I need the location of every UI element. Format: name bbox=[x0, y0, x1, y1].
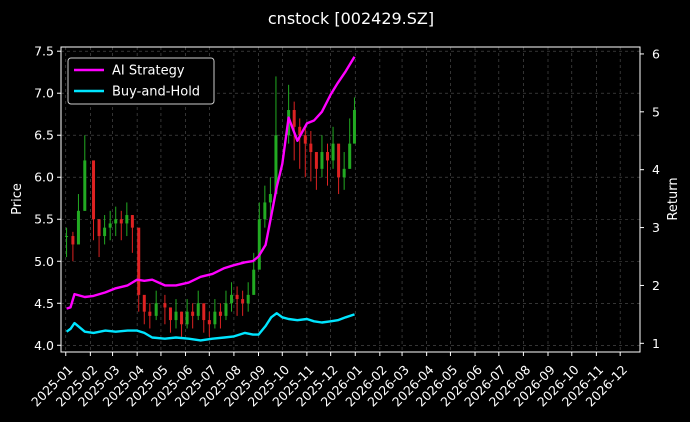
candle-body bbox=[154, 303, 158, 316]
y-tick-label-right: 4 bbox=[652, 162, 660, 177]
y-tick-label-left: 4.0 bbox=[34, 338, 54, 353]
y-tick-label-left: 5.5 bbox=[34, 212, 54, 227]
candle-body bbox=[125, 215, 129, 224]
candle-body bbox=[185, 311, 189, 325]
candle-body bbox=[76, 210, 80, 245]
candle-body bbox=[71, 236, 75, 245]
y-tick-label-right: 5 bbox=[652, 104, 660, 119]
candle-body bbox=[314, 152, 318, 169]
left-axis: 4.0 4.5 5.0 5.5 6.0 6.5 7.0 7.5 bbox=[34, 44, 61, 353]
y-tick-label-right: 3 bbox=[652, 220, 660, 235]
candle-body bbox=[246, 294, 250, 304]
candle-body bbox=[268, 194, 272, 203]
y-tick-label-left: 6.0 bbox=[34, 170, 54, 185]
candle-body bbox=[92, 160, 96, 220]
candle-body bbox=[342, 168, 346, 178]
candle-body bbox=[202, 303, 206, 321]
candlesticks bbox=[65, 76, 356, 337]
candle-body bbox=[213, 311, 217, 325]
candle-body bbox=[298, 126, 302, 136]
candle-body bbox=[130, 215, 134, 228]
y-axis-label-price: Price bbox=[10, 183, 25, 215]
candle-body bbox=[241, 299, 245, 304]
y-tick-label-left: 7.0 bbox=[34, 86, 54, 101]
candle-body bbox=[148, 311, 152, 316]
y-tick-label-right: 2 bbox=[652, 278, 660, 293]
candle-body bbox=[83, 160, 87, 211]
legend-box bbox=[67, 57, 215, 105]
candle-body bbox=[163, 303, 167, 308]
candle-body bbox=[348, 143, 352, 169]
candle-body bbox=[230, 294, 234, 304]
grid bbox=[61, 47, 640, 352]
candle-body bbox=[337, 143, 341, 178]
candle-body bbox=[252, 269, 256, 295]
candle-body bbox=[292, 110, 296, 127]
candle-body bbox=[191, 311, 195, 316]
candle-body bbox=[274, 135, 278, 195]
candle-body bbox=[108, 223, 112, 228]
right-axis: 1 2 3 4 5 6 bbox=[640, 46, 660, 351]
legend: AI Strategy Buy-and-Hold bbox=[67, 57, 215, 105]
candle-body bbox=[180, 311, 184, 325]
y-tick-label-left: 4.5 bbox=[34, 296, 54, 311]
candle-body bbox=[114, 219, 118, 224]
y-axis-label-return: Return bbox=[666, 177, 681, 220]
plot-frame bbox=[60, 46, 641, 353]
candle-body bbox=[303, 135, 307, 144]
candle-body bbox=[352, 110, 356, 144]
chart-title: cnstock [002429.SZ] bbox=[268, 9, 434, 28]
candle-body bbox=[65, 236, 69, 238]
candle-body bbox=[207, 320, 211, 325]
candle-body bbox=[235, 294, 239, 300]
legend-label-ai-strategy: AI Strategy bbox=[112, 64, 185, 79]
candle-body bbox=[325, 152, 329, 161]
candle-body bbox=[257, 219, 261, 270]
candle-body bbox=[263, 202, 267, 220]
buy-and-hold-line bbox=[65, 312, 355, 342]
legend-label-buy-and-hold: Buy-and-Hold bbox=[112, 85, 200, 100]
candle-body bbox=[320, 152, 324, 169]
ai-strategy-line bbox=[66, 56, 356, 310]
candle-body bbox=[142, 294, 146, 312]
candle-body bbox=[103, 227, 107, 237]
candle-body bbox=[224, 303, 228, 316]
strategy-lines bbox=[65, 56, 356, 342]
candle-body bbox=[331, 143, 335, 161]
candle-body bbox=[218, 311, 222, 316]
y-tick-label-left: 6.5 bbox=[34, 128, 54, 143]
candle-body bbox=[174, 311, 178, 321]
candle-body bbox=[196, 303, 200, 316]
candle-body bbox=[309, 143, 313, 153]
y-tick-label-left: 7.5 bbox=[34, 44, 54, 59]
y-tick-label-right: 6 bbox=[652, 46, 660, 61]
candle-body bbox=[168, 307, 172, 321]
candle-body bbox=[137, 227, 141, 295]
y-tick-label-right: 1 bbox=[652, 336, 660, 351]
candle-body bbox=[97, 219, 101, 237]
y-tick-label-left: 5.0 bbox=[34, 254, 54, 269]
candle-body bbox=[119, 219, 123, 224]
